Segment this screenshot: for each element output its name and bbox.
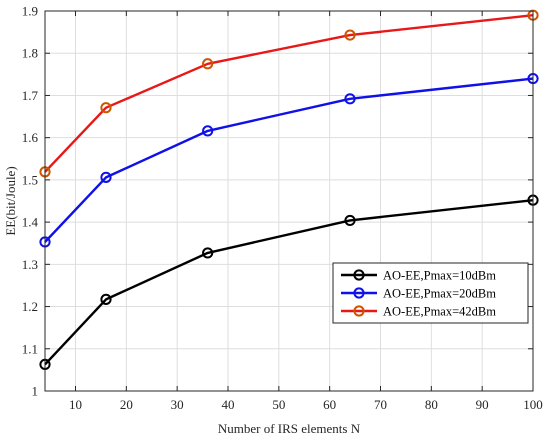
x-tick-label: 30 — [171, 397, 184, 412]
series-point-3 — [202, 58, 214, 70]
series-line-1 — [44, 199, 534, 366]
y-tick-label: 1.7 — [22, 88, 39, 103]
x-tick-label: 20 — [120, 397, 133, 412]
x-tick-label: 60 — [323, 397, 336, 412]
series-point-1 — [100, 293, 112, 305]
x-tick-label: 80 — [425, 397, 438, 412]
x-tick-label: 70 — [374, 397, 387, 412]
y-tick-label: 1.2 — [22, 299, 38, 314]
x-tick-label: 40 — [222, 397, 235, 412]
series-point-1 — [202, 247, 214, 259]
legend-marker — [353, 305, 365, 317]
grid — [45, 11, 533, 391]
series-point-3 — [100, 102, 112, 114]
y-tick-label: 1.3 — [22, 257, 38, 272]
series-point-1 — [344, 214, 356, 227]
legend-entry: AO-EE,Pmax=20dBm — [383, 287, 496, 301]
series-point-2 — [202, 125, 214, 137]
y-tick-label: 1.4 — [22, 215, 39, 230]
y-tick-label: 1.5 — [22, 172, 38, 187]
x-tick-label: 50 — [272, 397, 285, 412]
y-tick-label: 1.1 — [22, 341, 38, 356]
y-tick-label: 1.6 — [22, 130, 39, 145]
plot-frame — [44, 10, 534, 392]
y-axis-label: EE(bit/Joule) — [3, 166, 18, 235]
x-tick-label: 100 — [523, 397, 543, 412]
legend: AO-EE,Pmax=10dBm AO-EE,Pmax=20dBm AO-EE,Pm… — [332, 262, 529, 324]
legend-entry: AO-EE,Pmax=42dBm — [383, 305, 496, 319]
series-point-2 — [100, 171, 112, 183]
series-point-3 — [344, 29, 356, 41]
series-line-2 — [44, 77, 534, 243]
ticks: 10 20 30 40 50 60 70 80 90 100 1 1.1 1.2 1.3 1.4 1.5 1.6… — [22, 4, 543, 413]
legend-marker — [353, 287, 365, 299]
x-tick-label: 10 — [69, 397, 82, 412]
legend-entry: AO-EE,Pmax=10dBm — [383, 269, 496, 283]
y-tick-label: 1 — [32, 384, 39, 399]
y-tick-label: 1.8 — [22, 46, 38, 61]
x-axis-label: Number of IRS elements N — [218, 421, 361, 436]
y-tick-label: 1.9 — [22, 4, 38, 19]
series-group — [39, 9, 539, 370]
plot-background — [45, 11, 533, 391]
series-line-3 — [44, 14, 534, 173]
series-point-2 — [344, 93, 356, 105]
x-tick-label: 90 — [476, 397, 489, 412]
legend-marker — [353, 269, 365, 281]
